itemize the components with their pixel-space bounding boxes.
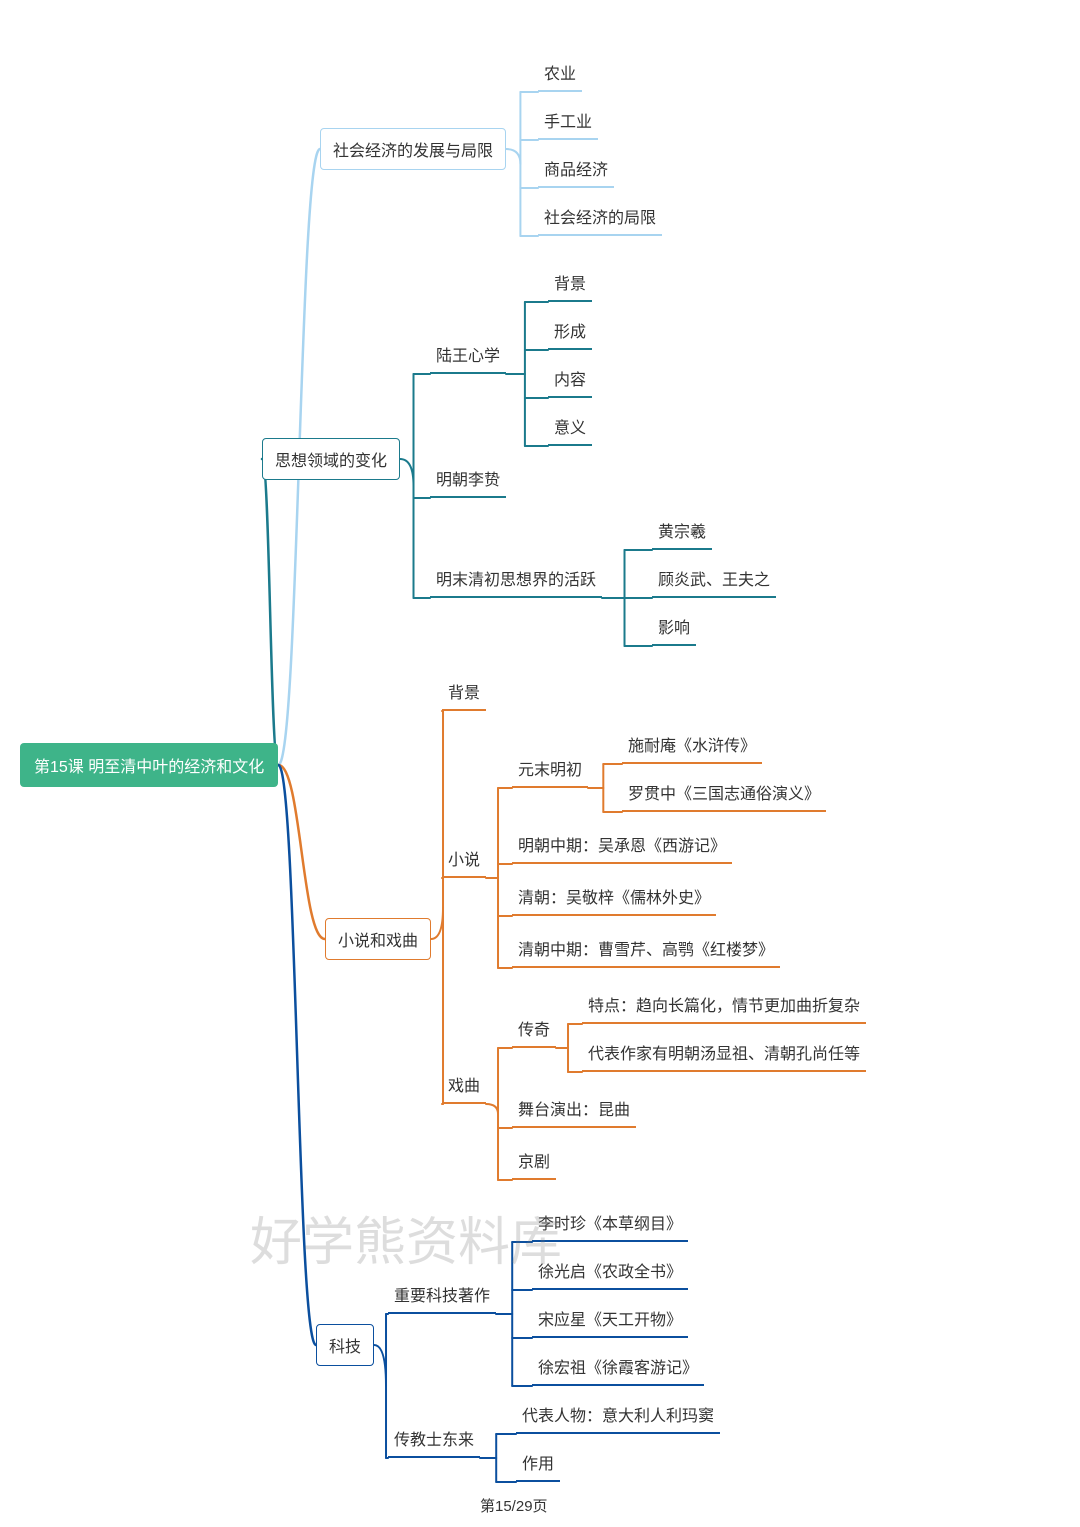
leaf-node: 商品经济 bbox=[538, 152, 614, 188]
leaf-node: 手工业 bbox=[538, 104, 598, 140]
leaf-node: 舞台演出：昆曲 bbox=[512, 1092, 636, 1128]
branch-node: 思想领域的变化 bbox=[262, 438, 400, 480]
page-number: 第15/29页 bbox=[480, 1495, 548, 1516]
leaf-node: 背景 bbox=[548, 266, 592, 302]
leaf-node: 重要科技著作 bbox=[388, 1278, 496, 1314]
leaf-node: 形成 bbox=[548, 314, 592, 350]
leaf-node: 小说 bbox=[442, 842, 486, 878]
leaf-node: 顾炎武、王夫之 bbox=[652, 562, 776, 598]
leaf-node: 社会经济的局限 bbox=[538, 200, 662, 236]
branch-node: 科技 bbox=[316, 1324, 374, 1366]
leaf-node: 元末明初 bbox=[512, 752, 588, 788]
leaf-node: 代表人物：意大利人利玛窦 bbox=[516, 1398, 720, 1434]
leaf-node: 施耐庵《水浒传》 bbox=[622, 728, 762, 764]
leaf-node: 内容 bbox=[548, 362, 592, 398]
leaf-node: 明末清初思想界的活跃 bbox=[430, 562, 602, 598]
leaf-node: 传教士东来 bbox=[388, 1422, 480, 1458]
leaf-node: 农业 bbox=[538, 56, 582, 92]
leaf-node: 戏曲 bbox=[442, 1068, 486, 1104]
leaf-node: 黄宗羲 bbox=[652, 514, 712, 550]
leaf-node: 影响 bbox=[652, 610, 696, 646]
leaf-node: 陆王心学 bbox=[430, 338, 506, 374]
leaf-node: 背景 bbox=[442, 675, 486, 711]
leaf-node: 代表作家有明朝汤显祖、清朝孔尚任等 bbox=[582, 1036, 866, 1072]
branch-node: 小说和戏曲 bbox=[325, 918, 431, 960]
leaf-node: 作用 bbox=[516, 1446, 560, 1482]
leaf-node: 京剧 bbox=[512, 1144, 556, 1180]
leaf-node: 特点：趋向长篇化，情节更加曲折复杂 bbox=[582, 988, 866, 1024]
leaf-node: 传奇 bbox=[512, 1012, 556, 1048]
leaf-node: 明朝李贽 bbox=[430, 462, 506, 498]
watermark: 好学熊资料库 bbox=[250, 1200, 562, 1275]
branch-node: 社会经济的发展与局限 bbox=[320, 128, 506, 170]
leaf-node: 清朝：吴敬梓《儒林外史》 bbox=[512, 880, 716, 916]
leaf-node: 宋应星《天工开物》 bbox=[532, 1302, 688, 1338]
root-node: 第15课 明至清中叶的经济和文化 bbox=[20, 743, 278, 787]
leaf-node: 意义 bbox=[548, 410, 592, 446]
leaf-node: 清朝中期：曹雪芹、高鹗《红楼梦》 bbox=[512, 932, 780, 968]
leaf-node: 徐宏祖《徐霞客游记》 bbox=[532, 1350, 704, 1386]
leaf-node: 明朝中期：吴承恩《西游记》 bbox=[512, 828, 732, 864]
leaf-node: 罗贯中《三国志通俗演义》 bbox=[622, 776, 826, 812]
